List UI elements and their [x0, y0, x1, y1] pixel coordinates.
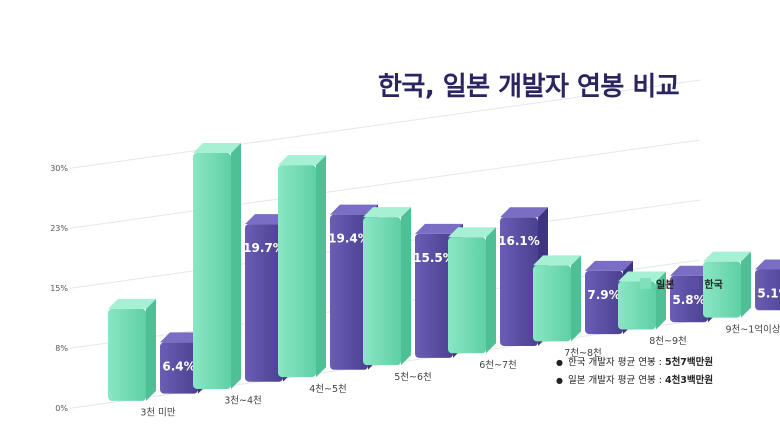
bar-japan-0 [108, 298, 156, 401]
bar-japan-5 [533, 255, 581, 342]
note-korea-text: 한국 개발자 평균 연봉 : [567, 357, 665, 368]
y-tick-label: 0% [55, 404, 68, 413]
category-label-1: 3천~4천 [224, 396, 262, 407]
average-salary-notes: ● 한국 개발자 평균 연봉 : 5천7백만원 ● 일본 개발자 평균 연봉 : 4… [556, 354, 713, 390]
category-label-5: 7천~8천 [564, 348, 602, 359]
category-label-0: 3천 미만 [140, 408, 176, 419]
note-japan-text: 일본 개발자 평균 연봉 : [567, 375, 665, 386]
note-korea: ● 한국 개발자 평균 연봉 : 5천7백만원 [556, 354, 713, 372]
category-label-3: 5천~6천 [394, 372, 432, 383]
bar-japan-7 [703, 251, 751, 318]
data-label-korea-6: 5.8% [672, 293, 705, 307]
category-label-7: 9천~1억이상 [725, 323, 780, 335]
legend: 일본 한국 [640, 276, 723, 291]
legend-item-japan: 일본 [640, 276, 674, 291]
y-tick-label: 30% [50, 164, 68, 173]
data-label-korea-1: 19.7% [243, 241, 285, 255]
legend-item-korea: 한국 [688, 276, 723, 291]
y-tick-label: 23% [50, 224, 68, 233]
bar-korea-7 [755, 259, 780, 311]
y-tick-label: 8% [55, 344, 68, 353]
data-label-korea-7: 5.1% [757, 287, 780, 301]
category-label-4: 6천~7천 [479, 360, 517, 371]
note-korea-value: 5천7백만원 [664, 357, 714, 368]
y-tick-label: 15% [50, 284, 68, 293]
data-label-korea-4: 16.1% [498, 234, 540, 248]
bar-japan-3 [363, 207, 411, 366]
data-label-korea-2: 19.4% [328, 232, 370, 246]
gridline-1 [69, 139, 701, 229]
bar-japan-6 [618, 271, 666, 330]
legend-swatch-japan [640, 278, 651, 289]
chart-title: 한국, 일본 개발자 연봉 비교 [378, 72, 680, 102]
legend-label-korea: 한국 [704, 280, 723, 291]
note-japan: ● 일본 개발자 평균 연봉 : 4천3백만원 [556, 372, 713, 390]
data-label-korea-5: 7.9% [587, 288, 620, 302]
bullet-icon: ● [556, 358, 563, 367]
data-label-korea-0: 6.4% [162, 359, 195, 373]
legend-swatch-korea [688, 278, 700, 289]
bar-japan-1 [193, 142, 241, 389]
gridline-0 [69, 79, 701, 169]
data-label-korea-3: 15.5% [413, 251, 455, 265]
category-label-2: 4천~5천 [309, 384, 347, 395]
bar-japan-4 [448, 227, 496, 354]
bar-japan-2 [278, 155, 326, 378]
bullet-icon: ● [556, 376, 563, 385]
note-japan-value: 4천3백만원 [664, 375, 714, 386]
category-label-6: 8천~9천 [649, 336, 687, 347]
legend-label-japan: 일본 [656, 280, 675, 291]
